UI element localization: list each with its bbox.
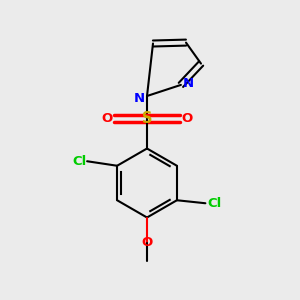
Text: N: N xyxy=(183,77,194,90)
Text: O: O xyxy=(101,112,112,125)
Text: O: O xyxy=(182,112,193,125)
Text: N: N xyxy=(134,92,145,106)
Text: S: S xyxy=(142,111,152,126)
Text: O: O xyxy=(141,236,153,250)
Text: Cl: Cl xyxy=(73,155,87,168)
Text: Cl: Cl xyxy=(207,197,221,210)
